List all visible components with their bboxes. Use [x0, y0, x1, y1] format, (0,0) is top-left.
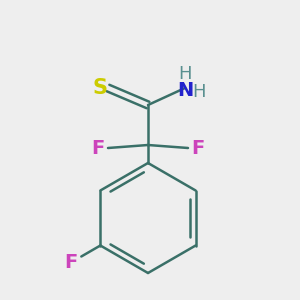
Text: F: F: [64, 253, 77, 272]
Text: F: F: [191, 139, 205, 158]
Text: H: H: [178, 65, 192, 83]
Text: N: N: [177, 80, 193, 100]
Text: F: F: [92, 139, 105, 158]
Text: S: S: [92, 78, 107, 98]
Text: H: H: [192, 83, 206, 101]
